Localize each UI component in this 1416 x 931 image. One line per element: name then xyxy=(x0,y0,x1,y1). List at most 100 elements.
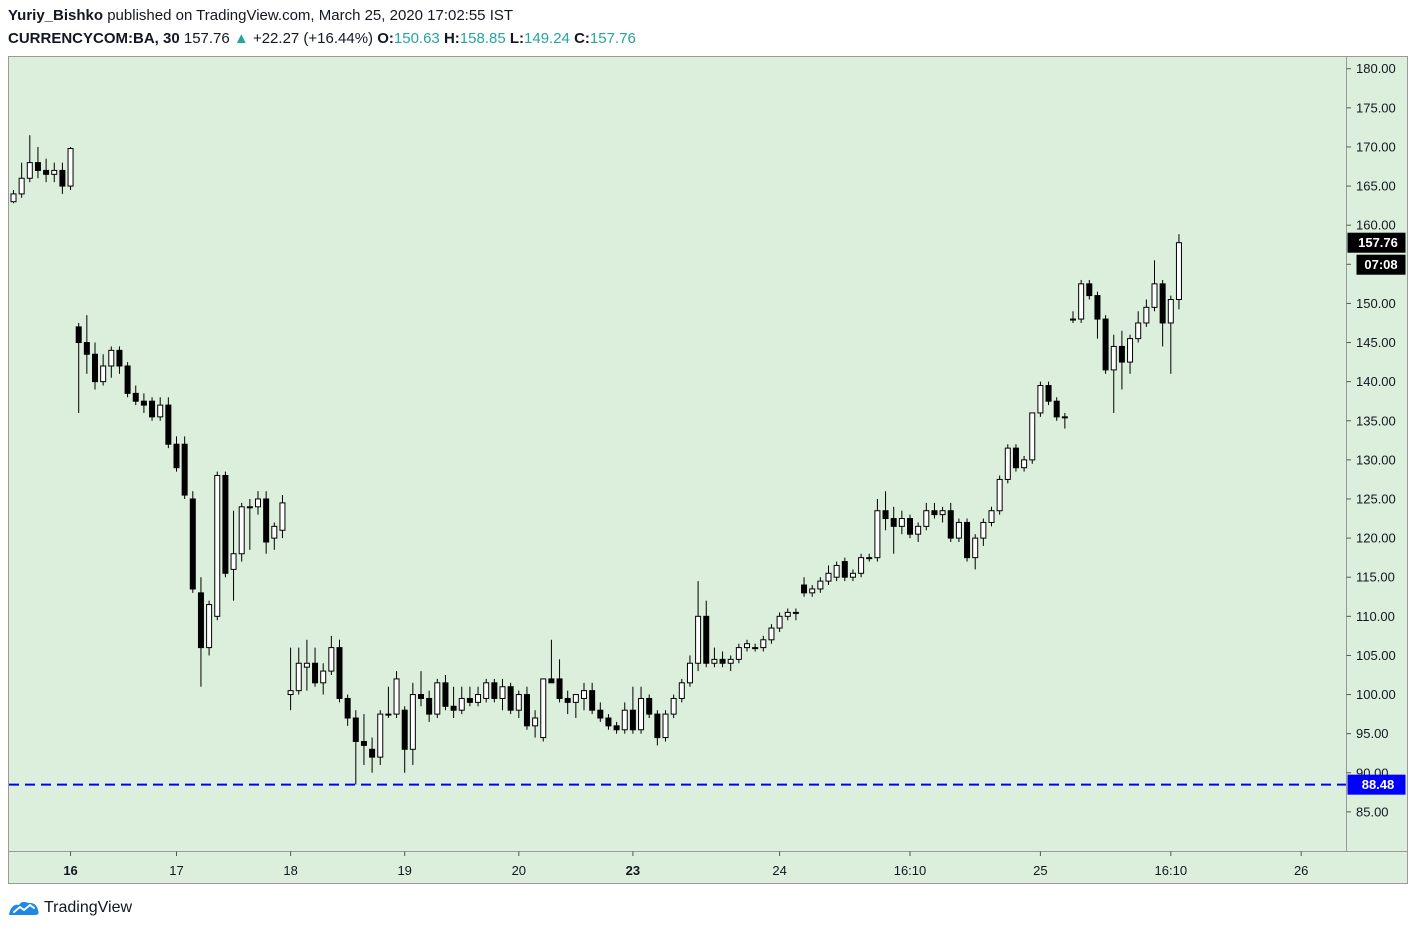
candle[interactable] xyxy=(784,608,791,621)
candle[interactable] xyxy=(1094,291,1101,339)
candle[interactable] xyxy=(955,518,962,543)
candle[interactable] xyxy=(369,737,376,773)
candle[interactable] xyxy=(100,354,107,386)
candle[interactable] xyxy=(165,397,172,449)
candle[interactable] xyxy=(377,710,384,765)
candle[interactable] xyxy=(157,397,164,421)
candle[interactable] xyxy=(328,635,335,675)
candle[interactable] xyxy=(214,471,221,621)
candle[interactable] xyxy=(540,678,547,742)
candle[interactable] xyxy=(1102,315,1109,374)
candle[interactable] xyxy=(996,475,1003,515)
candle[interactable] xyxy=(1045,381,1052,406)
candle[interactable] xyxy=(238,502,245,562)
candle[interactable] xyxy=(303,639,310,691)
candle[interactable] xyxy=(418,671,424,707)
candle[interactable] xyxy=(271,522,278,550)
candle[interactable] xyxy=(385,686,392,719)
candle[interactable] xyxy=(801,577,808,597)
candle[interactable] xyxy=(1012,444,1019,472)
candle[interactable] xyxy=(43,158,50,183)
candle[interactable] xyxy=(352,710,359,785)
candle[interactable] xyxy=(947,502,954,543)
candle[interactable] xyxy=(972,534,979,570)
candle[interactable] xyxy=(638,686,645,734)
candle[interactable] xyxy=(51,162,58,183)
candle[interactable] xyxy=(320,663,327,695)
candle[interactable] xyxy=(83,315,90,374)
candle[interactable] xyxy=(735,643,742,664)
candle[interactable] xyxy=(760,635,767,652)
candle[interactable] xyxy=(75,322,82,413)
candle[interactable] xyxy=(589,682,596,715)
candle[interactable] xyxy=(776,612,783,632)
candle[interactable] xyxy=(662,710,669,742)
candle[interactable] xyxy=(752,643,759,652)
candle[interactable] xyxy=(613,721,620,734)
candle[interactable] xyxy=(442,674,449,711)
time-axis[interactable] xyxy=(8,851,1408,884)
candle[interactable] xyxy=(149,397,156,421)
candle[interactable] xyxy=(295,647,302,695)
candle[interactable] xyxy=(907,514,913,539)
candle[interactable] xyxy=(744,639,750,652)
candle[interactable] xyxy=(841,557,848,582)
candle[interactable] xyxy=(964,518,971,562)
candle[interactable] xyxy=(507,682,514,715)
candle[interactable] xyxy=(18,162,25,198)
candle[interactable] xyxy=(809,585,816,597)
author-name[interactable]: Yuriy_Bishko xyxy=(8,7,104,24)
candle[interactable] xyxy=(1118,330,1125,390)
candle[interactable] xyxy=(255,491,261,515)
candle[interactable] xyxy=(287,647,294,711)
candle[interactable] xyxy=(401,706,408,773)
candle[interactable] xyxy=(458,686,465,715)
candle[interactable] xyxy=(263,491,270,554)
candle[interactable] xyxy=(10,189,17,204)
candle[interactable] xyxy=(434,678,441,719)
candle[interactable] xyxy=(1004,444,1011,484)
candle[interactable] xyxy=(792,608,799,621)
tradingview-brand[interactable]: TradingView xyxy=(44,899,133,916)
candle[interactable] xyxy=(1086,279,1093,300)
candle[interactable] xyxy=(1135,311,1142,343)
candle[interactable] xyxy=(1037,381,1044,417)
candle[interactable] xyxy=(923,502,930,531)
candle[interactable] xyxy=(393,671,400,719)
tradingview-logo-icon[interactable] xyxy=(8,899,40,917)
candle[interactable] xyxy=(874,498,881,562)
candle[interactable] xyxy=(703,600,710,668)
candle[interactable] xyxy=(931,502,938,519)
candle[interactable] xyxy=(939,506,946,523)
candle[interactable] xyxy=(605,714,612,730)
candle[interactable] xyxy=(336,639,343,703)
candle[interactable] xyxy=(67,146,74,190)
candle[interactable] xyxy=(26,135,33,183)
candle[interactable] xyxy=(124,362,131,398)
candle[interactable] xyxy=(621,702,628,734)
candle[interactable] xyxy=(727,655,734,672)
candle[interactable] xyxy=(817,577,824,593)
candle[interactable] xyxy=(59,162,66,194)
candle[interactable] xyxy=(670,694,677,719)
candle[interactable] xyxy=(132,385,139,406)
candle[interactable] xyxy=(1053,397,1060,421)
candle[interactable] xyxy=(882,491,889,531)
candle[interactable] xyxy=(450,686,457,719)
candle[interactable] xyxy=(556,659,563,703)
candle[interactable] xyxy=(858,553,865,578)
candle[interactable] xyxy=(181,436,188,499)
candle[interactable] xyxy=(646,694,653,719)
candle[interactable] xyxy=(1175,234,1182,310)
candle[interactable] xyxy=(116,346,123,374)
candle[interactable] xyxy=(1021,455,1028,472)
candle[interactable] xyxy=(1110,334,1117,413)
candle[interactable] xyxy=(825,565,832,586)
candle[interactable] xyxy=(581,682,587,711)
plot-area[interactable] xyxy=(8,56,1347,852)
candle[interactable] xyxy=(719,651,726,668)
candle[interactable] xyxy=(466,686,473,707)
candle[interactable] xyxy=(426,690,433,722)
candle[interactable] xyxy=(890,506,897,554)
